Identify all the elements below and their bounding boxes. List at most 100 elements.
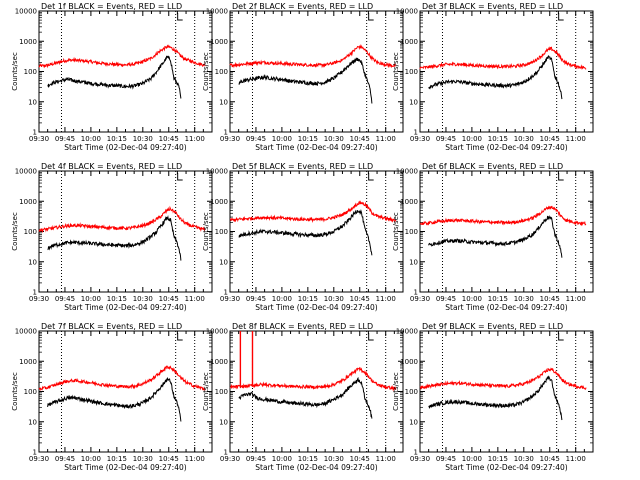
y-axis-label: Counts/sec xyxy=(392,52,400,91)
y-tick-label: 1 xyxy=(224,289,228,297)
y-tick-label: 1000 xyxy=(210,38,228,46)
y-tick-label: 1 xyxy=(414,129,418,137)
y-axis-label: Counts/sec xyxy=(11,52,19,91)
y-axis-label: Counts/sec xyxy=(202,212,210,251)
x-tick-label: 10:45 xyxy=(350,295,370,303)
y-tick-label: 10 xyxy=(219,98,228,106)
events-series-line xyxy=(428,375,563,421)
y-tick-label: 1000 xyxy=(210,198,228,206)
x-tick-label: 10:30 xyxy=(133,295,153,303)
detector-panel: Det 1f BLACK = Events, RED = LLD 1 10 100 10… xyxy=(11,2,213,152)
y-tick-label: 1000 xyxy=(400,198,418,206)
lld-series-line xyxy=(38,365,206,392)
panel-title: Det 3f BLACK = Events, RED = LLD xyxy=(422,2,563,11)
plot-frame xyxy=(38,170,213,293)
x-tick-label: 09:30 xyxy=(29,135,49,143)
events-series-line xyxy=(238,376,373,419)
detector-panel: Det 4f BLACK = Events, RED = LLD 1 10 100 10… xyxy=(11,162,213,312)
lld-series-line xyxy=(419,46,587,70)
y-axis-label: Counts/sec xyxy=(202,372,210,411)
lld-series-line xyxy=(38,205,206,234)
x-tick-label: 10:30 xyxy=(514,295,534,303)
bracket-marker xyxy=(368,173,374,181)
plot-frame xyxy=(38,330,213,453)
plot-frame xyxy=(38,10,213,133)
x-tick-label: 11:00 xyxy=(185,455,205,463)
y-tick-label: 10 xyxy=(409,98,418,106)
y-axis-label: Counts/sec xyxy=(392,372,400,411)
x-tick-label: 10:45 xyxy=(540,455,560,463)
x-axis-label: Start Time (02-Dec-04 09:27:40) xyxy=(445,463,567,472)
y-tick-label: 1 xyxy=(224,449,228,457)
x-tick-label: 10:30 xyxy=(133,455,153,463)
x-tick-label: 11:00 xyxy=(566,295,586,303)
panel-title: Det 5f BLACK = Events, RED = LLD xyxy=(232,162,373,171)
y-tick-label: 1 xyxy=(414,449,418,457)
bracket-marker xyxy=(177,13,183,21)
y-tick-label: 1 xyxy=(33,449,37,457)
plot-frame xyxy=(229,330,404,453)
y-tick-label: 10 xyxy=(28,98,37,106)
detector-panel: Det 8f BLACK = Events, RED = LLD 1 10 100 10… xyxy=(202,322,404,472)
bracket-marker xyxy=(368,333,374,341)
x-tick-label: 11:00 xyxy=(376,135,396,143)
y-tick-label: 10000 xyxy=(206,8,228,16)
x-axis-label: Start Time (02-Dec-04 09:27:40) xyxy=(255,143,377,152)
events-series-line xyxy=(47,55,182,99)
x-tick-label: 10:30 xyxy=(324,455,344,463)
y-tick-label: 1 xyxy=(414,289,418,297)
x-tick-label: 10:00 xyxy=(272,455,292,463)
lld-series-line xyxy=(419,367,587,391)
lld-series-line xyxy=(419,205,587,227)
x-axis-label: Start Time (02-Dec-04 09:27:40) xyxy=(445,143,567,152)
x-tick-label: 09:30 xyxy=(220,295,240,303)
y-tick-label: 100 xyxy=(215,68,228,76)
y-tick-label: 10 xyxy=(28,258,37,266)
panel-title: Det 6f BLACK = Events, RED = LLD xyxy=(422,162,563,171)
y-axis-label: Counts/sec xyxy=(392,212,400,251)
panel-title: Det 7f BLACK = Events, RED = LLD xyxy=(41,322,182,331)
lld-series-line xyxy=(38,44,206,69)
x-tick-label: 09:45 xyxy=(246,295,266,303)
panel-title: Det 4f BLACK = Events, RED = LLD xyxy=(41,162,182,171)
x-axis-label: Start Time (02-Dec-04 09:27:40) xyxy=(64,303,186,312)
x-tick-label: 09:30 xyxy=(29,455,49,463)
y-tick-label: 10000 xyxy=(15,8,37,16)
x-tick-label: 09:45 xyxy=(55,455,75,463)
x-tick-label: 09:30 xyxy=(220,135,240,143)
detector-panel: Det 6f BLACK = Events, RED = LLD 1 10 100 10… xyxy=(392,162,594,312)
x-tick-label: 11:00 xyxy=(566,455,586,463)
x-axis-label: Start Time (02-Dec-04 09:27:40) xyxy=(255,303,377,312)
y-axis-label: Counts/sec xyxy=(11,212,19,251)
x-tick-label: 11:00 xyxy=(185,135,205,143)
x-tick-label: 10:15 xyxy=(107,135,127,143)
x-tick-label: 09:30 xyxy=(220,455,240,463)
y-tick-label: 100 xyxy=(24,388,37,396)
y-tick-label: 1000 xyxy=(19,198,37,206)
detector-panel: Det 3f BLACK = Events, RED = LLD 1 10 100 10… xyxy=(392,2,594,152)
x-tick-label: 10:00 xyxy=(272,135,292,143)
x-tick-label: 10:00 xyxy=(81,455,101,463)
plot-frame xyxy=(419,10,594,133)
x-tick-label: 10:30 xyxy=(133,135,153,143)
y-tick-label: 100 xyxy=(215,388,228,396)
x-tick-label: 10:30 xyxy=(324,295,344,303)
x-axis-label: Start Time (02-Dec-04 09:27:40) xyxy=(64,463,186,472)
x-tick-label: 10:15 xyxy=(298,135,318,143)
panel-title: Det 2f BLACK = Events, RED = LLD xyxy=(232,2,373,11)
y-tick-label: 10000 xyxy=(15,168,37,176)
events-series-line xyxy=(428,55,563,100)
y-tick-label: 10 xyxy=(219,418,228,426)
events-series-line xyxy=(428,214,563,258)
x-tick-label: 10:15 xyxy=(298,455,318,463)
detector-panel: Det 9f BLACK = Events, RED = LLD 1 10 100 10… xyxy=(392,322,594,472)
x-tick-label: 10:45 xyxy=(540,295,560,303)
x-tick-label: 09:30 xyxy=(410,455,430,463)
x-tick-label: 10:00 xyxy=(81,135,101,143)
x-tick-label: 10:15 xyxy=(488,135,508,143)
x-tick-label: 10:15 xyxy=(298,295,318,303)
lld-series-line xyxy=(229,43,397,69)
x-tick-label: 09:45 xyxy=(246,455,266,463)
y-tick-label: 10 xyxy=(28,418,37,426)
x-tick-label: 09:45 xyxy=(246,135,266,143)
